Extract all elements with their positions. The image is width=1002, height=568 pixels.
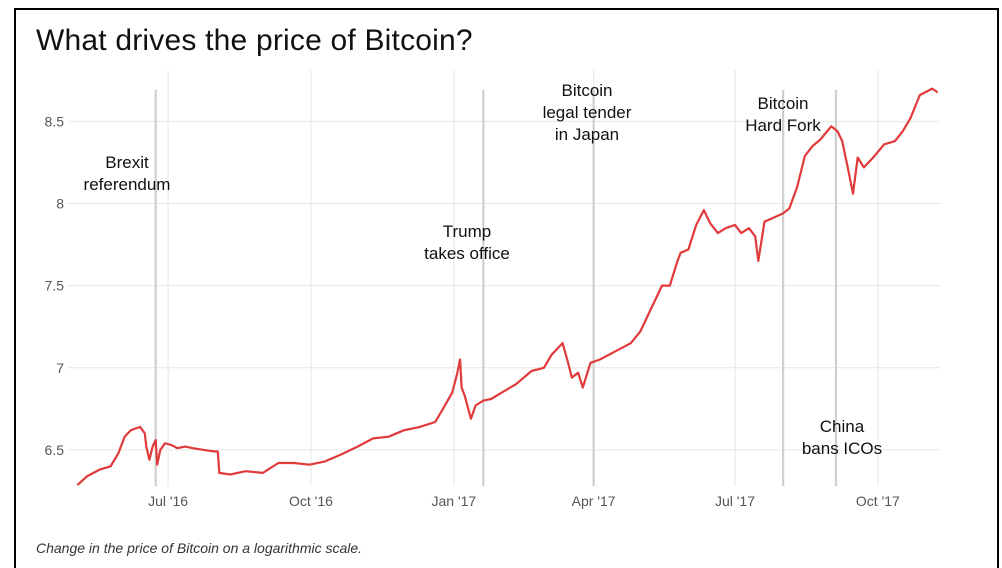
price-series-line xyxy=(76,87,939,486)
event-annotation: Bitcoin xyxy=(757,94,808,113)
y-tick-label: 7 xyxy=(56,360,64,376)
event-annotation: takes office xyxy=(424,244,510,263)
chart-title: What drives the price of Bitcoin? xyxy=(36,24,473,57)
x-tick-label: Oct '17 xyxy=(856,493,900,509)
x-tick-label: Jul '16 xyxy=(148,493,188,509)
event-annotation: referendum xyxy=(84,175,171,194)
y-tick-label: 6.5 xyxy=(45,442,65,458)
y-tick-label: 8.5 xyxy=(45,113,65,129)
chart-caption: Change in the price of Bitcoin on a loga… xyxy=(36,540,363,556)
event-annotation: China xyxy=(820,417,865,436)
event-annotation: bans ICOs xyxy=(802,439,882,458)
y-tick-label: 8 xyxy=(56,196,64,212)
x-tick-label: Apr '17 xyxy=(572,493,616,509)
event-annotation: Bitcoin xyxy=(561,81,612,100)
event-annotation: Brexit xyxy=(105,153,149,172)
x-tick-label: Jul '17 xyxy=(715,493,755,509)
event-annotation: Trump xyxy=(443,222,492,241)
event-annotation: in Japan xyxy=(555,125,619,144)
event-annotation: Hard Fork xyxy=(745,116,821,135)
event-annotation: legal tender xyxy=(543,103,632,122)
x-tick-label: Oct '16 xyxy=(289,493,333,509)
y-tick-label: 7.5 xyxy=(45,278,65,294)
chart-frame xyxy=(14,8,999,568)
x-tick-label: Jan '17 xyxy=(432,493,477,509)
